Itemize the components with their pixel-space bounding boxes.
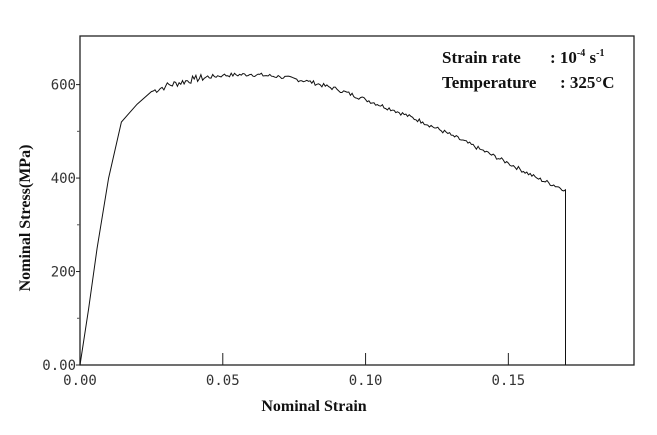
- x-tick-label: 0.15: [491, 373, 525, 389]
- series-line: [79, 72, 566, 366]
- x-tick-label: 0.00: [63, 373, 97, 389]
- strain-rate-value: : 10: [550, 48, 577, 67]
- x-tick-label: 0.10: [349, 373, 383, 389]
- strain-rate-label: Strain rate: [442, 48, 521, 67]
- strain-rate-unit-exp: -1: [596, 48, 604, 59]
- svg-text:Temperature: Temperature: [442, 73, 537, 92]
- strain-rate-exp: -4: [577, 48, 585, 59]
- svg-text:: 10-4 s-1: : 10-4 s-1: [550, 48, 604, 67]
- y-axis-label: Nominal Stress(MPa): [17, 145, 34, 292]
- y-tick-label: 200: [51, 265, 76, 281]
- strain-rate-unit: s: [585, 48, 596, 67]
- annotation-box: Strain rate : 10-4 s-1 Temperature : 325…: [442, 48, 615, 92]
- x-tick-label: 0.05: [206, 373, 240, 389]
- svg-text:Strain rate: Strain rate: [442, 48, 521, 67]
- y-tick-label: 0.00: [42, 358, 76, 374]
- y-tick-label: 400: [51, 171, 76, 187]
- temperature-value: : 325°C: [560, 73, 615, 92]
- y-tick-label: 600: [51, 78, 76, 94]
- plot-frame: [79, 35, 635, 366]
- temperature-label: Temperature: [442, 73, 537, 92]
- x-axis-label: Nominal Strain: [261, 398, 366, 415]
- svg-text:: 325°C: : 325°C: [560, 73, 615, 92]
